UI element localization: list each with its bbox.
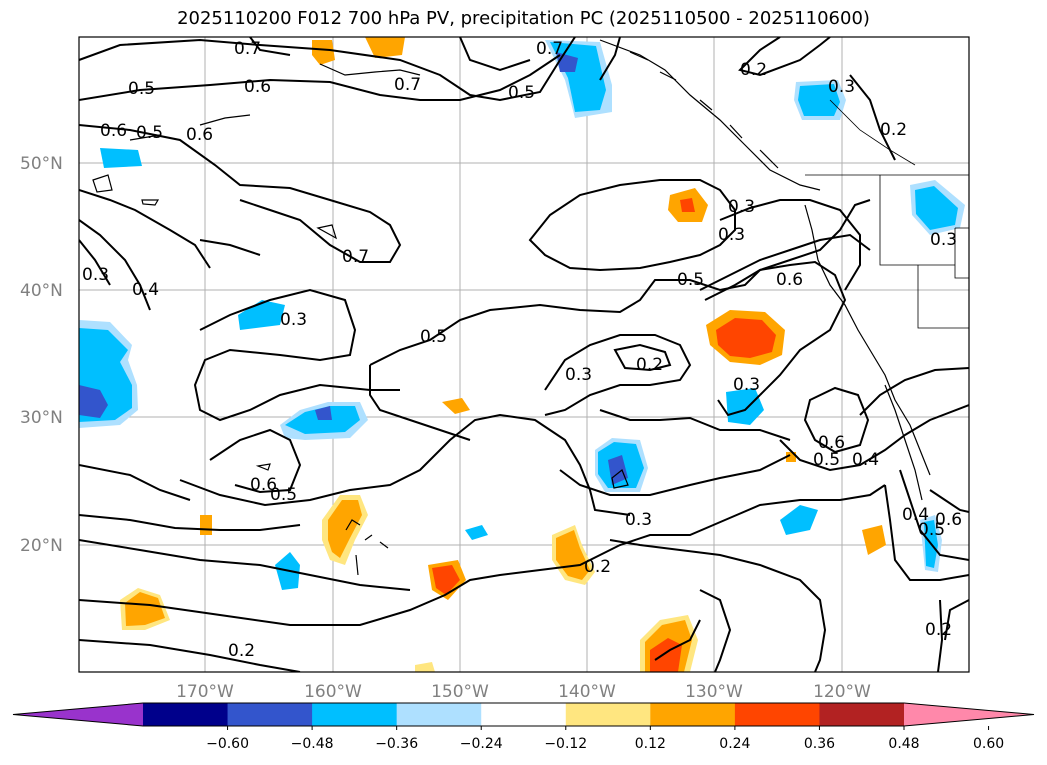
- colorbar-tick-label: 0.60: [973, 736, 1004, 752]
- contour-label: 0.6: [100, 121, 127, 141]
- colorbar-segment: [481, 703, 567, 726]
- map-frame: [78, 36, 970, 673]
- lon-label: 120°W: [813, 682, 871, 702]
- contour-label: 0.5: [918, 520, 945, 540]
- contour-label: 0.4: [852, 450, 879, 470]
- contour-label: 0.5: [420, 327, 447, 347]
- longitude-labels: 170°W 160°W 150°W 140°W 130°W 120°W: [176, 682, 871, 702]
- colorbar-tick-label: −0.36: [375, 736, 418, 752]
- colorbar-tick-label: −0.60: [206, 736, 249, 752]
- lon-label: 160°W: [304, 682, 362, 702]
- contour-label: 0.3: [733, 375, 760, 395]
- lat-label: 40°N: [20, 281, 63, 301]
- colorbar-tick-label: 0.36: [804, 736, 835, 752]
- contour-label: 0.5: [813, 450, 840, 470]
- lon-label: 130°W: [685, 682, 743, 702]
- colorbar-tick-label: 0.12: [635, 736, 666, 752]
- contour-label: 0.3: [718, 225, 745, 245]
- contour-label: 0.5: [136, 123, 163, 143]
- colorbar-outline: [12, 702, 1035, 727]
- lon-label: 140°W: [558, 682, 616, 702]
- contour-label: 0.5: [677, 270, 704, 290]
- contour-label: 0.3: [625, 510, 652, 530]
- colorbar-tick-label: −0.12: [544, 736, 587, 752]
- contour-labels: 0.7 0.6 0.7 0.5 0.7 0.5 0.2 0.3 0.5 0.6 …: [82, 39, 962, 661]
- contour-label: 0.7: [394, 75, 421, 95]
- map-background: [79, 37, 969, 672]
- lat-label: 50°N: [20, 154, 63, 174]
- contour-label: 0.3: [82, 265, 109, 285]
- colorbar-segment: [312, 703, 398, 726]
- lon-label: 150°W: [431, 682, 489, 702]
- contour-label: 0.2: [636, 355, 663, 375]
- colorbar: −0.60 −0.48 −0.36 −0.24 −0.12 0.12 0.24 0.36 0.4…: [12, 702, 1035, 752]
- borders: [805, 99, 969, 329]
- colorbar-tick-label: 0.24: [719, 736, 750, 752]
- colorbar-tick-label: −0.24: [460, 736, 503, 752]
- colorbar-tick-label: 0.48: [888, 736, 919, 752]
- coastlines: [92, 39, 931, 576]
- contour-label: 0.2: [740, 60, 767, 80]
- contour-label: 0.7: [234, 39, 261, 59]
- contour-label: 0.2: [228, 641, 255, 661]
- contour-label: 0.6: [935, 510, 962, 530]
- contour-label: 0.2: [880, 120, 907, 140]
- contour-label: 0.3: [565, 365, 592, 385]
- contour-label: 0.3: [930, 230, 957, 250]
- contour-label: 0.4: [902, 505, 929, 525]
- contour-label: 0.6: [244, 77, 271, 97]
- colorbar-segment: [143, 703, 229, 726]
- contour-label: 0.3: [728, 197, 755, 217]
- contour-label: 0.7: [536, 39, 563, 59]
- lat-label: 30°N: [20, 408, 63, 428]
- contour-label: 0.4: [132, 280, 159, 300]
- contour-label: 0.3: [280, 310, 307, 330]
- latitude-labels: 50°N 40°N 30°N 20°N: [20, 154, 63, 556]
- contour-label: 0.2: [584, 557, 611, 577]
- colorbar-extend-min: [13, 703, 143, 726]
- contour-label: 0.3: [828, 77, 855, 97]
- contour-label: 0.6: [186, 125, 213, 145]
- contour-label: 0.5: [128, 79, 155, 99]
- contour-label: 0.5: [508, 83, 535, 103]
- colorbar-segment: [396, 703, 482, 726]
- map-title: 2025110200 F012 700 hPa PV, precipitatio…: [177, 8, 870, 29]
- colorbar-extend-max: [904, 703, 1034, 726]
- contour-label: 0.6: [250, 475, 277, 495]
- contour-label: 0.6: [818, 433, 845, 453]
- pv-contours: [79, 37, 969, 672]
- contour-label: 0.5: [270, 485, 297, 505]
- contour-label: 0.7: [342, 247, 369, 267]
- colorbar-segment: [819, 703, 905, 726]
- colorbar-segment: [734, 703, 820, 726]
- contour-label: 0.2: [925, 620, 952, 640]
- colorbar-segment: [650, 703, 736, 726]
- lat-label: 20°N: [20, 536, 63, 556]
- colorbar-segment: [565, 703, 651, 726]
- colorbar-segment: [227, 703, 313, 726]
- lon-label: 170°W: [176, 682, 234, 702]
- colorbar-tick-label: −0.48: [291, 736, 334, 752]
- contour-label: 0.6: [776, 270, 803, 290]
